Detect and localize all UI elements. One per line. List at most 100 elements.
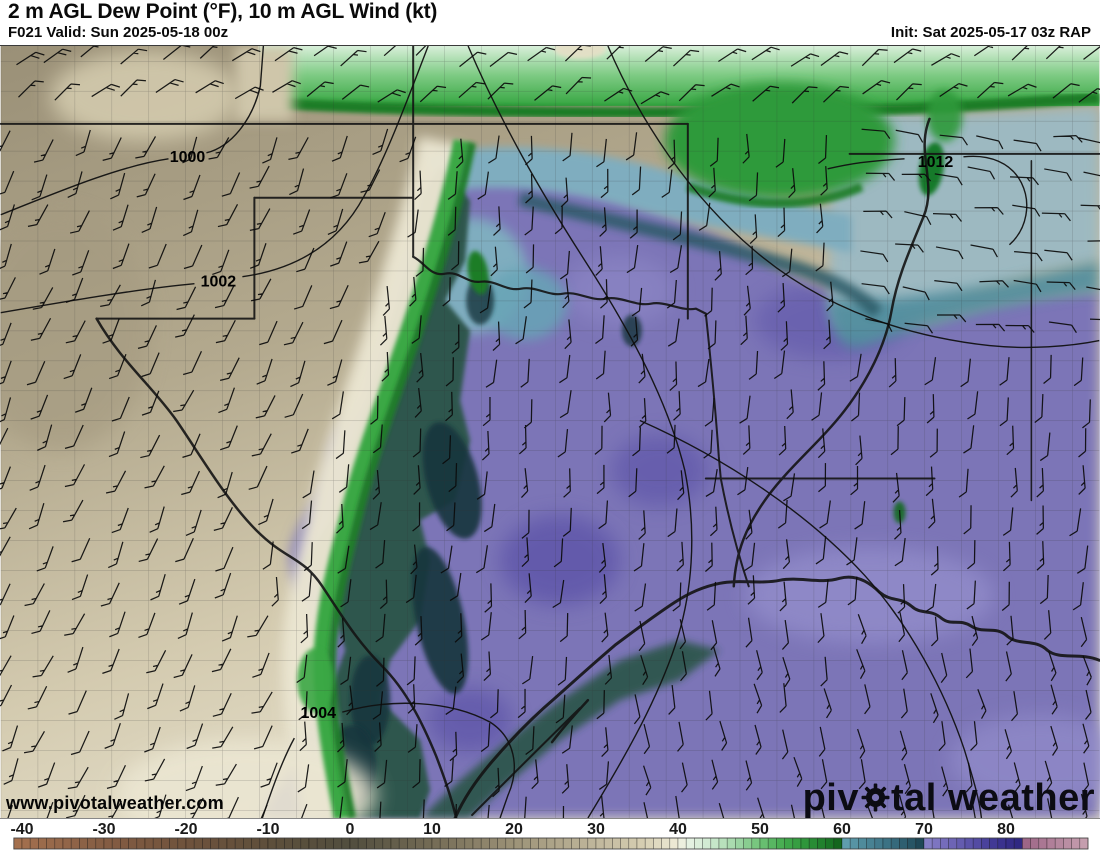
- colorbar-cell: [423, 837, 433, 850]
- colorbar-cell: [841, 837, 851, 850]
- colorbar-tick-labels: -40 -30 -20 -10 0 10 20 30 40 50 60 70 80: [10, 821, 1015, 838]
- colorbar-cell: [29, 837, 39, 850]
- colorbar-tick-label: 70: [915, 821, 933, 838]
- colorbar-cell: [366, 837, 375, 850]
- colorbar-cell: [710, 837, 720, 850]
- colorbar-cell: [1079, 837, 1089, 850]
- colorbar-cell: [882, 837, 892, 850]
- state-borders: [0, 46, 1100, 818]
- contour-label: 1002: [201, 274, 237, 291]
- colorbar-cell: [890, 837, 900, 850]
- colorbar-cell: [825, 837, 835, 850]
- colorbar-cell: [415, 837, 425, 850]
- colorbar-cell: [923, 837, 933, 850]
- map-title: 2 m AGL Dew Point (°F), 10 m AGL Wind (k…: [8, 0, 438, 23]
- colorbar-cell: [956, 837, 966, 850]
- colorbar-cell: [784, 837, 794, 850]
- colorbar-cell: [152, 837, 162, 850]
- colorbar-cell: [817, 837, 826, 850]
- colorbar-cell: [661, 837, 671, 850]
- colorbar-cell: [644, 837, 654, 850]
- colorbar-cell: [579, 837, 589, 850]
- colorbar-tick-label: -20: [174, 821, 197, 838]
- colorbar-cell: [308, 837, 318, 850]
- colorbar-cell: [538, 837, 548, 850]
- colorbar-cell: [62, 837, 72, 850]
- colorbar-cell: [1030, 837, 1040, 850]
- colorbar-cell: [940, 837, 949, 850]
- colorbar-cell: [267, 837, 277, 850]
- wind-barbs-layer: [0, 46, 1100, 818]
- colorbar-cell: [972, 837, 982, 850]
- colorbar-cell: [808, 837, 818, 850]
- forecast-valid-label: F021 Valid: Sun 2025-05-18 00z: [8, 24, 229, 41]
- colorbar-tick-label: 80: [997, 821, 1015, 838]
- colorbar-cell: [931, 837, 941, 850]
- colorbar-cell: [1022, 837, 1031, 850]
- colorbar-cell: [587, 837, 597, 850]
- colorbar-cell: [767, 837, 777, 850]
- colorbar-cell: [382, 837, 392, 850]
- colorbar-cell: [997, 837, 1007, 850]
- colorbar-cell: [874, 837, 884, 850]
- colorbar-cell: [54, 837, 64, 850]
- colorbar-cell: [46, 837, 56, 850]
- colorbar-cell: [1038, 837, 1048, 850]
- colorbar-cell: [316, 837, 326, 850]
- colorbar-cell: [472, 837, 482, 850]
- colorbar-cell: [571, 837, 580, 850]
- colorbar-cell: [259, 837, 269, 850]
- colorbar-cell: [185, 837, 195, 850]
- colorbar-cell: [390, 837, 400, 850]
- colorbar-tick-label: 30: [587, 821, 605, 838]
- colorbar-cell: [513, 837, 523, 850]
- contour-labels: 1000 1002 1004 1012: [170, 149, 954, 722]
- colorbar-cell: [1005, 837, 1015, 850]
- colorbar-cell: [505, 837, 515, 850]
- colorbar-cell: [38, 837, 47, 850]
- contour-label: 1000: [170, 149, 206, 166]
- colorbar-cell: [759, 837, 769, 850]
- colorbar-tick-label: 20: [505, 821, 523, 838]
- colorbar-tick-label: 0: [346, 821, 355, 838]
- colorbar-cell: [489, 837, 498, 850]
- colorbar-cell: [702, 837, 712, 850]
- colorbar-tick-label: 50: [751, 821, 769, 838]
- colorbar-cell: [284, 837, 293, 850]
- colorbar-cell: [964, 837, 974, 850]
- colorbar-cell: [480, 837, 490, 850]
- dewpoint-colorbar: -40 -30 -20 -10 0 10 20 30 40 50 60 70 80: [0, 818, 1100, 850]
- gear-icon: [860, 780, 891, 823]
- colorbar-cell: [1054, 837, 1064, 850]
- colorbar-tick-label: -40: [10, 821, 33, 838]
- colorbar-cell: [300, 837, 310, 850]
- colorbar-cell: [800, 837, 810, 850]
- colorbar-cell: [1046, 837, 1056, 850]
- colorbar-cell: [161, 837, 170, 850]
- colorbar-cell: [325, 837, 334, 850]
- contour-label: 1004: [301, 705, 337, 722]
- colorbar-cell: [1071, 837, 1081, 850]
- colorbar-cell: [636, 837, 646, 850]
- colorbar-cell: [464, 837, 474, 850]
- colorbar-cell: [981, 837, 990, 850]
- colorbar-cell: [612, 837, 621, 850]
- colorbar-cell: [677, 837, 687, 850]
- colorbar-tick-label: 60: [833, 821, 851, 838]
- colorbar-cell: [833, 837, 843, 850]
- colorbar-cell: [448, 837, 457, 850]
- colorbar-cell: [1063, 837, 1072, 850]
- colorbar-cell: [234, 837, 244, 850]
- colorbar-cell: [718, 837, 728, 850]
- colorbar-cell: [743, 837, 753, 850]
- colorbar-tick-label: -10: [256, 821, 279, 838]
- colorbar-cell: [776, 837, 785, 850]
- colorbar-cell: [685, 837, 695, 850]
- colorbar-cell: [694, 837, 703, 850]
- colorbar-cell: [849, 837, 859, 850]
- colorbar-cell: [669, 837, 679, 850]
- pivotal-weather-logo: piv tal weather: [803, 774, 1095, 823]
- contour-label: 1012: [918, 154, 954, 171]
- colorbar-cell: [70, 837, 80, 850]
- colorbar-cell: [292, 837, 302, 850]
